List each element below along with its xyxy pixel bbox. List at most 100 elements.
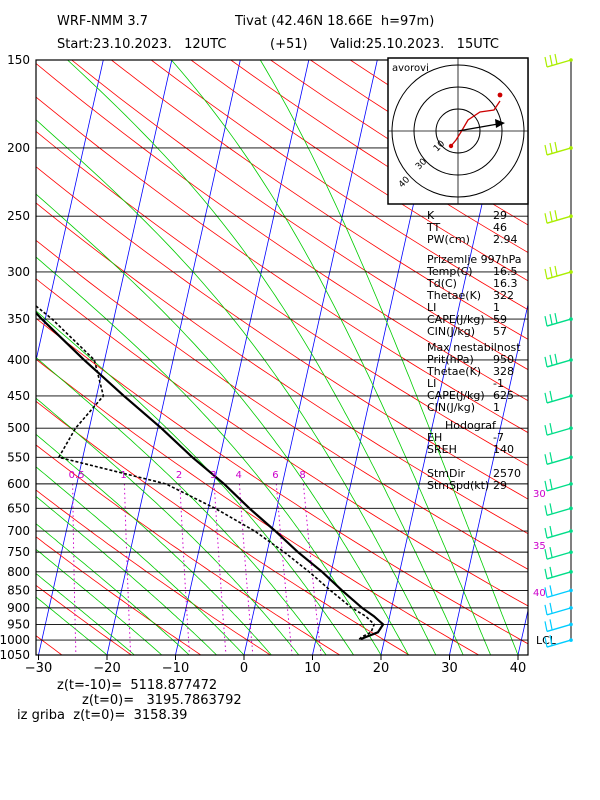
mixing-ratio-label: 2 xyxy=(176,470,182,481)
dry-adiabat-line xyxy=(110,60,528,340)
wind-barb-flag xyxy=(549,602,553,613)
panel-row-label: LI xyxy=(427,377,437,390)
wind-barb-flag xyxy=(549,478,553,490)
wind-barb xyxy=(546,589,572,599)
panel-row-label: Prit(hPa) xyxy=(427,353,474,366)
panel-row-value: 322 xyxy=(493,289,514,302)
temperature-tick-label: 40 xyxy=(510,661,527,676)
panel-row-label: StmSpd(kt) xyxy=(427,479,490,492)
dry-adiabat-line xyxy=(36,63,528,402)
pressure-tick-label: 550 xyxy=(7,450,30,464)
wind-barb xyxy=(546,571,572,580)
temperature-tick-label: 10 xyxy=(304,661,321,676)
temperature-tick-label: −30 xyxy=(25,661,52,676)
wind-barb-flag xyxy=(544,568,548,579)
mixing-ratio-line xyxy=(72,483,77,655)
isotherm-line xyxy=(517,608,528,655)
pressure-tick-label: 750 xyxy=(7,545,30,559)
dry-adiabat-line xyxy=(36,130,528,466)
moist-adiabat-line xyxy=(36,193,409,655)
panel-row-label: TT xyxy=(427,221,441,234)
panel-row-label: PW(cm) xyxy=(427,233,470,246)
mixing-ratio-label: 0.5 xyxy=(69,470,85,481)
isotherm-line xyxy=(449,302,528,655)
panel-row-value: 29 xyxy=(493,479,507,492)
moist-adiabat-line xyxy=(36,433,272,655)
wind-barb-flag xyxy=(554,353,558,365)
dry-adiabat-line xyxy=(309,60,528,199)
wind-barb-flag xyxy=(554,265,558,277)
moist-adiabat-line xyxy=(36,466,245,655)
wind-barb xyxy=(546,623,572,633)
wind-barb xyxy=(546,318,572,327)
panel-row-label: CIN(J/kg) xyxy=(427,401,476,414)
wind-barb-flag xyxy=(549,634,553,646)
mixing-ratio-line xyxy=(213,483,227,655)
wind-barb-flag xyxy=(554,210,558,221)
wind-barb-flag xyxy=(549,585,553,596)
mixing-ratio-label: 1 xyxy=(120,470,126,481)
dry-adiabat-line xyxy=(150,60,528,311)
panel-row: StmSpd(kt) 29 xyxy=(427,480,527,492)
moist-adiabat-line xyxy=(36,495,217,655)
valid-time: Valid:25.10.2023. 15UTC xyxy=(330,37,499,52)
panel-row-value: 140 xyxy=(493,443,514,456)
panel-row: StmDir 2570 xyxy=(427,468,527,480)
panel-row-label: StmDir xyxy=(427,467,466,480)
hodograph-end-dot xyxy=(497,92,503,98)
mixing-ratio-line xyxy=(275,483,293,655)
wind-barb xyxy=(546,507,572,517)
wind-barb-flag xyxy=(544,425,548,436)
height-zero: z(t=0)= 3195.7863792 xyxy=(82,693,242,708)
panel-row-value: 29 xyxy=(493,209,507,222)
storm-motion-vector xyxy=(457,123,499,132)
moist-adiabat-label: 30 xyxy=(533,489,546,500)
panel-row: Td(C) 16.3 xyxy=(427,278,527,290)
wind-barb-flag xyxy=(544,56,548,68)
pressure-tick-label: 950 xyxy=(7,617,30,631)
pressure-tick-label: 900 xyxy=(7,601,30,615)
wind-barb-flag xyxy=(549,423,553,434)
temperature-tick-label: 20 xyxy=(373,661,390,676)
temperature-tick-label: −10 xyxy=(162,661,189,676)
temperature-tick-label: −20 xyxy=(93,661,120,676)
wind-barb xyxy=(546,639,572,648)
panel-row: Thetae(K) 328 xyxy=(427,366,527,378)
wind-barb-flag xyxy=(554,312,558,324)
panel-row-label: Thetae(K) xyxy=(427,365,482,378)
panel-row: Thetae(K) 322 xyxy=(427,290,527,302)
plot-frame xyxy=(35,59,529,656)
wind-barb xyxy=(546,551,572,560)
wind-barb-flag xyxy=(549,390,553,402)
isotherm-line xyxy=(175,60,310,655)
wind-barb xyxy=(546,483,572,492)
wind-barb-flag xyxy=(544,356,548,368)
panel-row-label: Td(C) xyxy=(427,277,457,290)
start-time: Start:23.10.2023. 12UTC xyxy=(57,37,227,52)
moist-adiabat-line xyxy=(36,397,300,655)
wind-barb-flag xyxy=(549,266,553,278)
mixing-ratio-label: 4 xyxy=(235,470,241,481)
hodograph-trace xyxy=(450,100,501,147)
moist-adiabat-label: 35 xyxy=(533,541,546,552)
pressure-tick-label: 250 xyxy=(7,209,30,223)
temperature-tick-label: 30 xyxy=(441,661,458,676)
moist-adiabat-line xyxy=(36,596,108,655)
pressure-tick-label: 300 xyxy=(7,265,30,279)
model-name: WRF-NMM 3.7 xyxy=(57,14,149,29)
dry-adiabat-line xyxy=(230,60,528,253)
dry-adiabat-line xyxy=(36,536,202,655)
skewt-diagram: 0.5 1 2 3 4 6 81502002503003504004505005506006… xyxy=(0,53,573,676)
panel-row: CIN(J/kg) 57 xyxy=(427,326,527,338)
pressure-tick-label: 850 xyxy=(7,583,30,597)
forecast-lead: (+51) xyxy=(270,37,308,52)
wind-barb-flag xyxy=(549,619,553,630)
wind-barb-flag xyxy=(544,548,548,560)
panel-row-label: Thetae(K) xyxy=(427,289,482,302)
wind-barb-flag xyxy=(544,480,548,492)
wind-barb xyxy=(546,215,572,224)
pressure-tick-label: 650 xyxy=(7,501,30,515)
pressure-tick-label: 350 xyxy=(7,312,30,326)
hodograph-panel: Hodograf EH -7 SREH 140 StmDir 2570 StmSpd(kt) 2… xyxy=(427,420,527,492)
panel-row-label: EH xyxy=(427,431,443,444)
